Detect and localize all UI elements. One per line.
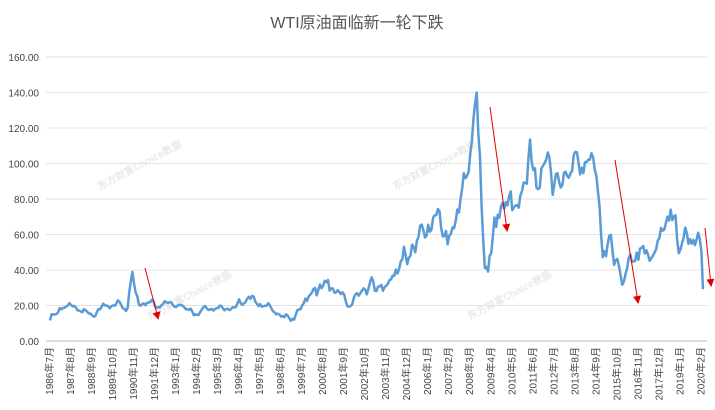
arrow <box>704 227 715 287</box>
x-tick-label: 2009年4月 <box>484 347 497 395</box>
x-tick-label: 2015年10月 <box>610 347 623 400</box>
watermark: 东方财富Choice数据 <box>390 137 479 192</box>
x-tick-label: 1991年12月 <box>148 347 161 400</box>
x-tick-label: 2019年1月 <box>673 347 686 395</box>
x-tick-label: 2014年9月 <box>589 347 602 395</box>
watermark-group: 东方财富Choice数据 东方财富Choice数据 东方财富Choice数据 东… <box>95 137 554 322</box>
x-tick-label: 2003年11月 <box>379 347 392 400</box>
x-tick-label: 1987年8月 <box>64 347 77 395</box>
x-tick-label: 2001年9月 <box>337 347 350 395</box>
y-tick-label: 80.00 <box>14 195 39 206</box>
x-tick-label: 1995年3月 <box>211 347 224 395</box>
x-tick-label: 2004年12月 <box>400 347 413 400</box>
x-tick-label: 2002年10月 <box>358 347 371 400</box>
x-tick-label: 1993年1月 <box>169 347 182 395</box>
x-tick-label: 1999年7月 <box>295 347 308 395</box>
plot-area: 0.00 20.00 40.00 60.00 80.00 100.00 120.00 140.… <box>8 53 707 400</box>
y-tick-label: 20.00 <box>14 302 39 313</box>
x-tick-label: 2011年6月 <box>526 347 539 394</box>
watermark: 东方财富Choice数据 <box>145 267 234 322</box>
x-tick-label: 1996年4月 <box>232 347 245 395</box>
watermark: 东方财富Choice数据 <box>465 267 554 322</box>
watermark: 东方财富Choice数据 <box>95 137 184 192</box>
y-tick-label: 40.00 <box>14 266 39 277</box>
x-tick-label: 2010年5月 <box>505 347 518 395</box>
arrow <box>144 267 161 320</box>
x-tick-label: 1997年5月 <box>253 347 266 395</box>
y-tick-label: 140.00 <box>8 89 39 100</box>
x-tick-label: 1989年10月 <box>106 347 119 400</box>
x-tick-label: 2013年8月 <box>568 347 581 395</box>
x-tick-label: 1990年11月 <box>127 347 140 400</box>
arrows <box>144 106 715 320</box>
arrow <box>489 106 511 232</box>
y-tick-label: 100.00 <box>8 160 39 171</box>
x-tick-label: 2007年2月 <box>442 347 455 395</box>
x-tick-label: 2012年7月 <box>547 347 560 395</box>
arrow <box>614 159 641 304</box>
x-tick-label: 1994年2月 <box>190 347 203 395</box>
y-tick-label: 60.00 <box>14 231 39 242</box>
y-tick-label: 120.00 <box>8 124 39 135</box>
x-tick-label: 2017年12月 <box>652 347 665 400</box>
x-tick-label: 1986年7月 <box>43 347 56 395</box>
x-tick-label: 2020年2月 <box>694 347 707 395</box>
chart-title: WTI原油面临新一轮下跌 <box>270 14 443 32</box>
x-tick-label: 2006年1月 <box>421 347 434 395</box>
x-tick-label: 2000年8月 <box>316 347 329 395</box>
y-tick-label: 0.00 <box>20 337 40 348</box>
x-tick-label: 1998年6月 <box>274 347 287 395</box>
x-tick-label: 2016年11月 <box>631 347 644 400</box>
x-tick-label: 2008年3月 <box>463 347 476 395</box>
y-tick-label: 160.00 <box>8 53 39 64</box>
data-line <box>48 91 705 323</box>
x-tick-label: 1988年9月 <box>85 347 98 395</box>
